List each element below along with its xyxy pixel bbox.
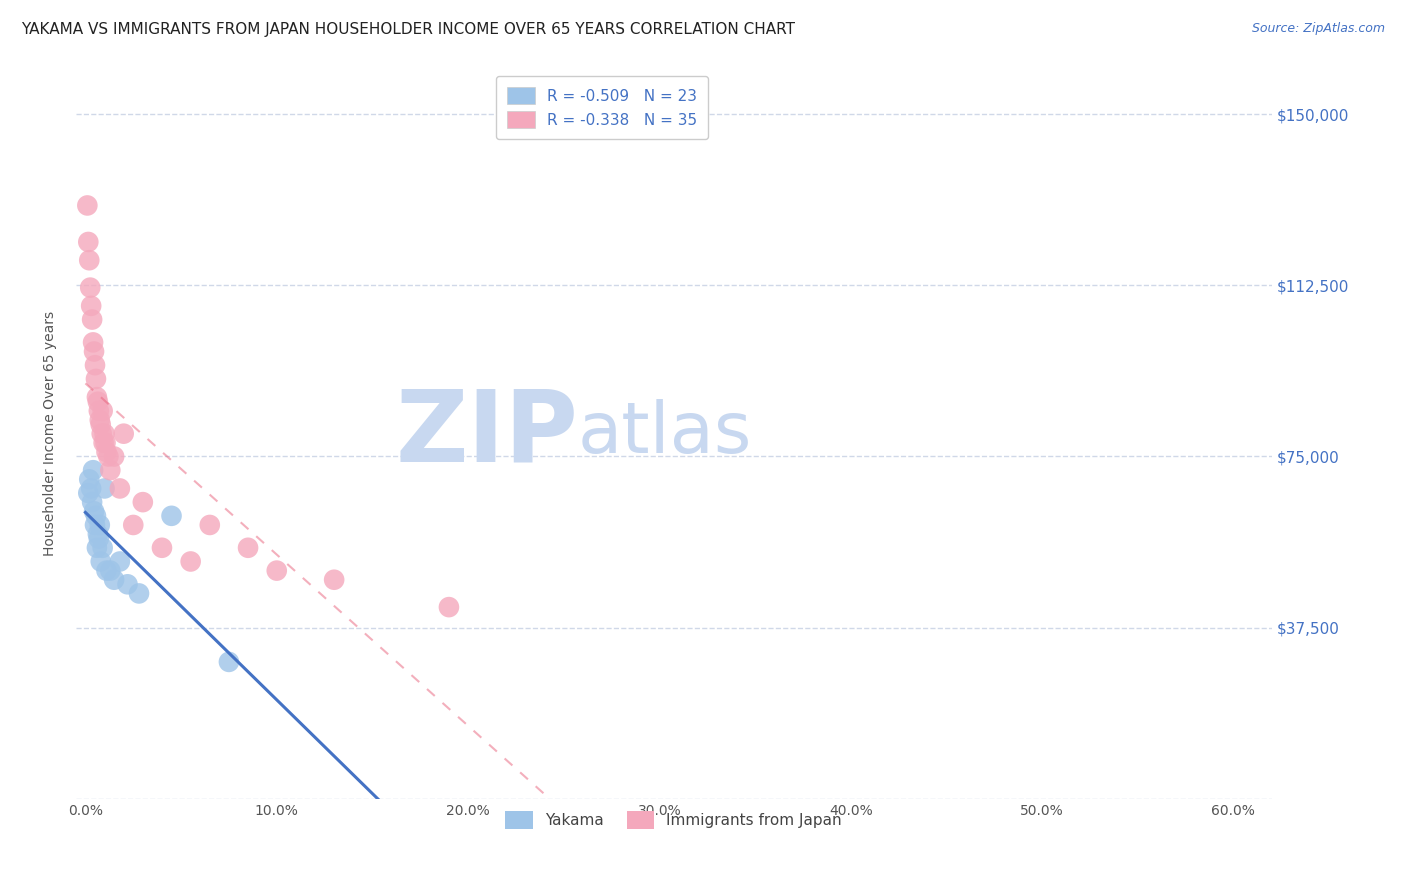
Point bbox=[103, 573, 125, 587]
Point bbox=[323, 573, 346, 587]
Point bbox=[103, 450, 125, 464]
Point bbox=[132, 495, 155, 509]
Point bbox=[97, 450, 120, 464]
Text: YAKAMA VS IMMIGRANTS FROM JAPAN HOUSEHOLDER INCOME OVER 65 YEARS CORRELATION CHA: YAKAMA VS IMMIGRANTS FROM JAPAN HOUSEHOL… bbox=[21, 22, 794, 37]
Point bbox=[80, 299, 103, 313]
Point bbox=[86, 390, 108, 404]
Point bbox=[87, 532, 110, 546]
Point bbox=[84, 358, 107, 372]
Point bbox=[77, 235, 100, 249]
Point bbox=[89, 518, 111, 533]
Point bbox=[87, 404, 110, 418]
Point bbox=[77, 253, 100, 268]
Text: Source: ZipAtlas.com: Source: ZipAtlas.com bbox=[1251, 22, 1385, 36]
Point bbox=[198, 518, 221, 533]
Point bbox=[82, 312, 104, 326]
Point bbox=[266, 564, 288, 578]
Point bbox=[180, 554, 202, 568]
Point bbox=[87, 394, 110, 409]
Point bbox=[128, 586, 150, 600]
Point bbox=[89, 413, 111, 427]
Point bbox=[93, 426, 115, 441]
Point bbox=[93, 482, 115, 496]
Point bbox=[90, 554, 112, 568]
Point bbox=[150, 541, 173, 555]
Point bbox=[437, 600, 460, 615]
Point bbox=[90, 426, 112, 441]
Point bbox=[218, 655, 240, 669]
Point bbox=[117, 577, 139, 591]
Y-axis label: Householder Income Over 65 years: Householder Income Over 65 years bbox=[44, 311, 58, 557]
Point bbox=[236, 541, 259, 555]
Point bbox=[108, 482, 131, 496]
Point bbox=[84, 518, 107, 533]
Point bbox=[90, 417, 112, 432]
Point bbox=[77, 472, 100, 486]
Point bbox=[98, 564, 121, 578]
Point bbox=[77, 486, 100, 500]
Point bbox=[82, 495, 104, 509]
Point bbox=[80, 482, 103, 496]
Text: atlas: atlas bbox=[578, 400, 752, 468]
Point bbox=[91, 404, 114, 418]
Point bbox=[76, 198, 98, 212]
Point bbox=[94, 435, 117, 450]
Point bbox=[108, 554, 131, 568]
Point bbox=[84, 372, 107, 386]
Point bbox=[82, 335, 104, 350]
Point bbox=[82, 463, 104, 477]
Point bbox=[91, 541, 114, 555]
Point bbox=[122, 518, 145, 533]
Point bbox=[160, 508, 183, 523]
Text: ZIP: ZIP bbox=[395, 385, 578, 483]
Point bbox=[93, 435, 115, 450]
Point bbox=[87, 527, 110, 541]
Legend: Yakama, Immigrants from Japan: Yakama, Immigrants from Japan bbox=[499, 805, 848, 835]
Point bbox=[98, 463, 121, 477]
Point bbox=[112, 426, 135, 441]
Point bbox=[79, 280, 101, 294]
Point bbox=[96, 564, 118, 578]
Point bbox=[86, 541, 108, 555]
Point bbox=[83, 344, 105, 359]
Point bbox=[96, 445, 118, 459]
Point bbox=[83, 504, 105, 518]
Point bbox=[84, 508, 107, 523]
